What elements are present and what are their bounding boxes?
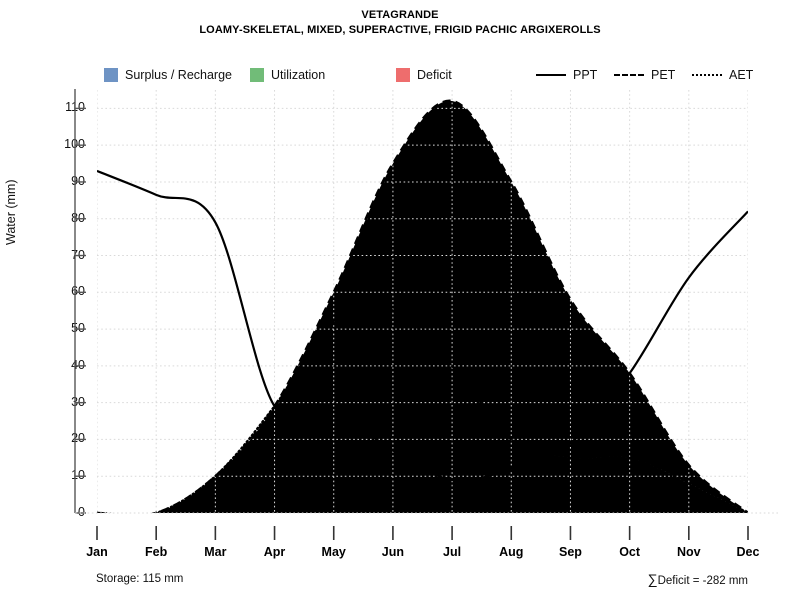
- x-axis-tick-mar: Mar: [204, 545, 227, 559]
- x-axis-tick-jul: Jul: [443, 545, 462, 559]
- deficit-note-text: Deficit = -282 mm: [657, 575, 748, 587]
- x-axis-tick-apr: Apr: [263, 545, 286, 559]
- legend-item-deficit[interactable]: Deficit: [396, 68, 452, 82]
- y-axis-tick: 0: [78, 505, 85, 519]
- x-axis-tick-sep: Sep: [558, 545, 582, 559]
- legend-swatch-utilization: [250, 68, 264, 82]
- storage-note: Storage: 115 mm: [96, 573, 184, 585]
- sigma-symbol: ∑: [647, 571, 658, 587]
- legend-swatch-surplus-recharge: [104, 68, 118, 82]
- legend-label-ppt: PPT: [573, 68, 598, 82]
- legend-item-surplus-recharge[interactable]: Surplus / Recharge: [104, 68, 232, 82]
- x-axis-tick-feb: Feb: [145, 545, 168, 559]
- deficit-note: ∑Deficit = -282 mm: [648, 571, 748, 587]
- chart-legend: Surplus / Recharge Utilization Deficit P…: [0, 68, 800, 88]
- legend-item-utilization[interactable]: Utilization: [250, 68, 325, 82]
- legend-label-deficit: Deficit: [417, 68, 452, 82]
- legend-label-aet: AET: [729, 68, 754, 82]
- x-axis-tick-dec: Dec: [736, 545, 760, 559]
- x-axis-tick-jan: Jan: [86, 545, 108, 559]
- legend-label-utilization: Utilization: [271, 68, 326, 82]
- legend-line-aet-icon: [692, 69, 722, 81]
- chart-title: VETAGRANDE LOAMY-SKELETAL, MIXED, SUPERA…: [0, 8, 800, 38]
- legend-line-ppt-icon: [536, 69, 566, 81]
- chart-title-line-1: VETAGRANDE: [361, 9, 439, 21]
- x-axis-tick-oct: Oct: [619, 545, 641, 559]
- x-axis-tick-may: May: [321, 545, 346, 559]
- legend-line-pet-icon: [614, 69, 644, 81]
- chart-title-line-2: LOAMY-SKELETAL, MIXED, SUPERACTIVE, FRIG…: [199, 24, 601, 36]
- legend-item-ppt[interactable]: PPT: [536, 68, 597, 82]
- x-axis-tick-jun: Jun: [381, 545, 405, 559]
- legend-label-surplus-recharge: Surplus / Recharge: [125, 68, 233, 82]
- legend-label-pet: PET: [651, 68, 676, 82]
- x-axis-tick-aug: Aug: [499, 545, 524, 559]
- x-axis-tick-nov: Nov: [677, 545, 701, 559]
- legend-item-pet[interactable]: PET: [614, 68, 675, 82]
- legend-swatch-deficit: [396, 68, 410, 82]
- legend-item-aet[interactable]: AET: [692, 68, 753, 82]
